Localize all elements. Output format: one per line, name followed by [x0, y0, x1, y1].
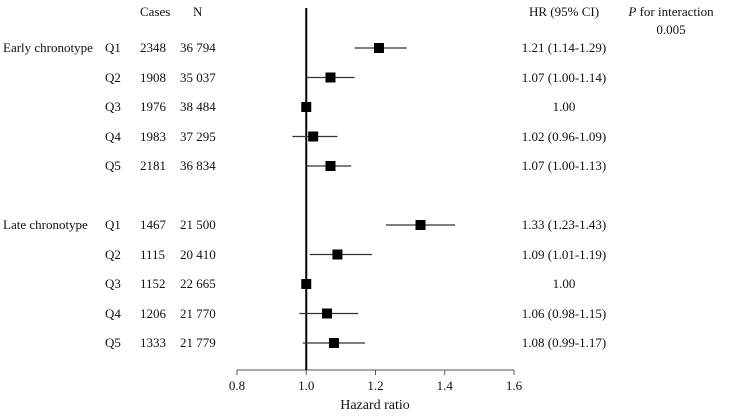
row-cases: 1467 — [140, 217, 166, 232]
point-marker-g0-q3 — [301, 102, 312, 112]
n-header: N — [193, 4, 203, 19]
interaction-label-rest: for interaction — [636, 4, 714, 19]
interaction-label-p: P — [628, 4, 637, 19]
row-n: 21 779 — [180, 335, 216, 350]
row-hr-text: 1.08 (0.99-1.17) — [521, 335, 607, 350]
point-marker-g0-q1 — [373, 43, 384, 53]
row-hr-text: 1.21 (1.14-1.29) — [521, 40, 607, 55]
row-hr-text: 1.06 (0.98-1.15) — [521, 305, 607, 321]
x-tick-label: 1.2 — [367, 378, 384, 393]
row-quintile: Q1 — [105, 217, 121, 232]
row-n: 35 037 — [180, 69, 216, 85]
cases-header: Cases — [140, 4, 171, 19]
point-marker-g1-q4 — [322, 308, 333, 319]
row-n: 36 794 — [180, 40, 216, 55]
row-n: 38 484 — [180, 99, 216, 114]
hr-header: HR (95% CI) — [528, 4, 600, 19]
row-quintile: Q2 — [105, 69, 121, 85]
row-hr-text: 1.09 (1.01-1.19) — [521, 246, 607, 262]
x-tick-label: 1.6 — [505, 378, 523, 393]
row-n: 22 665 — [180, 276, 216, 291]
point-marker-g0-q4 — [308, 131, 319, 142]
row-hr-text: 1.07 (1.00-1.13) — [521, 158, 607, 173]
row-hr-text: 1.00 — [552, 99, 576, 114]
point-marker-g1-q1 — [415, 220, 426, 230]
row-cases: 1908 — [140, 69, 166, 85]
group-label-early: Early chronotype — [3, 40, 93, 55]
group-label-late: Late chronotype — [3, 217, 88, 232]
row-cases: 2348 — [140, 40, 166, 55]
row-quintile: Q4 — [105, 305, 121, 321]
interaction-label: P for interaction — [628, 4, 713, 19]
point-marker-g0-q2 — [325, 72, 336, 83]
row-cases: 1976 — [140, 99, 166, 114]
row-cases: 1206 — [140, 305, 166, 321]
point-marker-g0-q5 — [325, 161, 336, 171]
row-cases: 1333 — [140, 335, 166, 350]
row-n: 36 834 — [180, 158, 216, 173]
row-cases: 1115 — [140, 246, 166, 262]
row-hr-text: 1.07 (1.00-1.14) — [521, 69, 607, 85]
row-cases: 1152 — [140, 276, 166, 291]
x-tick-label: 1.0 — [298, 378, 315, 393]
x-tick-label: 0.8 — [228, 378, 246, 393]
row-quintile: Q4 — [105, 128, 121, 144]
point-marker-g1-q2 — [332, 249, 343, 260]
row-hr-text: 1.00 — [552, 276, 576, 291]
row-n: 21 500 — [180, 217, 216, 232]
row-cases: 2181 — [140, 158, 166, 173]
interaction-value: 0.005 — [656, 22, 686, 37]
row-cases: 1983 — [140, 128, 166, 144]
x-tick-label: 1.4 — [436, 378, 453, 393]
row-quintile: Q5 — [105, 158, 121, 173]
row-quintile: Q1 — [105, 40, 121, 55]
row-n: 20 410 — [180, 246, 216, 262]
row-n: 37 295 — [180, 128, 216, 144]
row-hr-text: 1.02 (0.96-1.09) — [521, 128, 607, 144]
row-quintile: Q2 — [105, 246, 121, 262]
row-n: 21 770 — [180, 305, 216, 321]
row-quintile: Q3 — [105, 99, 121, 114]
row-hr-text: 1.33 (1.23-1.43) — [521, 217, 607, 232]
row-quintile: Q5 — [105, 335, 121, 350]
point-marker-g1-q5 — [328, 338, 339, 348]
x-axis-label: Hazard ratio — [340, 398, 410, 413]
point-marker-g1-q3 — [301, 279, 312, 289]
row-quintile: Q3 — [105, 276, 121, 291]
